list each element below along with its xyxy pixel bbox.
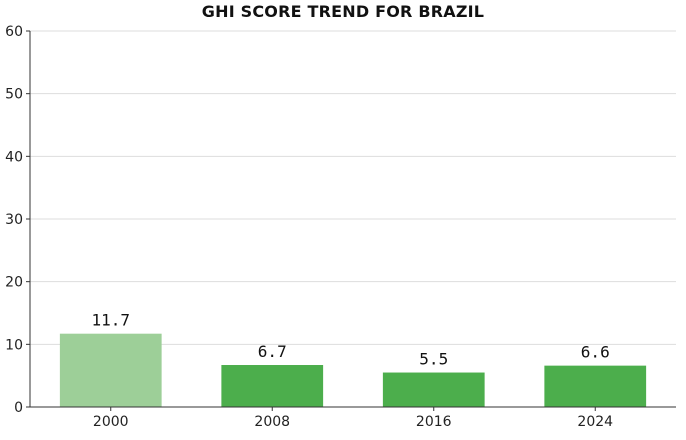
y-tick-label: 0 [14,400,23,416]
bar [382,372,485,407]
x-tick-label: 2000 [93,414,129,430]
y-tick-label: 20 [5,275,23,291]
y-tick-label: 50 [5,87,23,103]
y-tick-label: 10 [5,337,23,353]
bar [544,365,647,407]
y-tick-label: 30 [5,212,23,228]
y-tick-label: 40 [5,149,23,165]
y-tick-label: 60 [5,24,23,40]
data-label: 11.7 [91,311,130,330]
x-tick-label: 2016 [416,414,452,430]
bar [221,365,324,407]
data-label: 5.5 [419,350,448,369]
x-tick-label: 2024 [577,414,613,430]
bar [59,333,162,407]
chart-title: GHI SCORE TREND FOR BRAZIL [201,2,485,21]
data-label: 6.7 [258,342,287,361]
x-tick-label: 2008 [254,414,290,430]
data-label: 6.6 [581,343,610,362]
